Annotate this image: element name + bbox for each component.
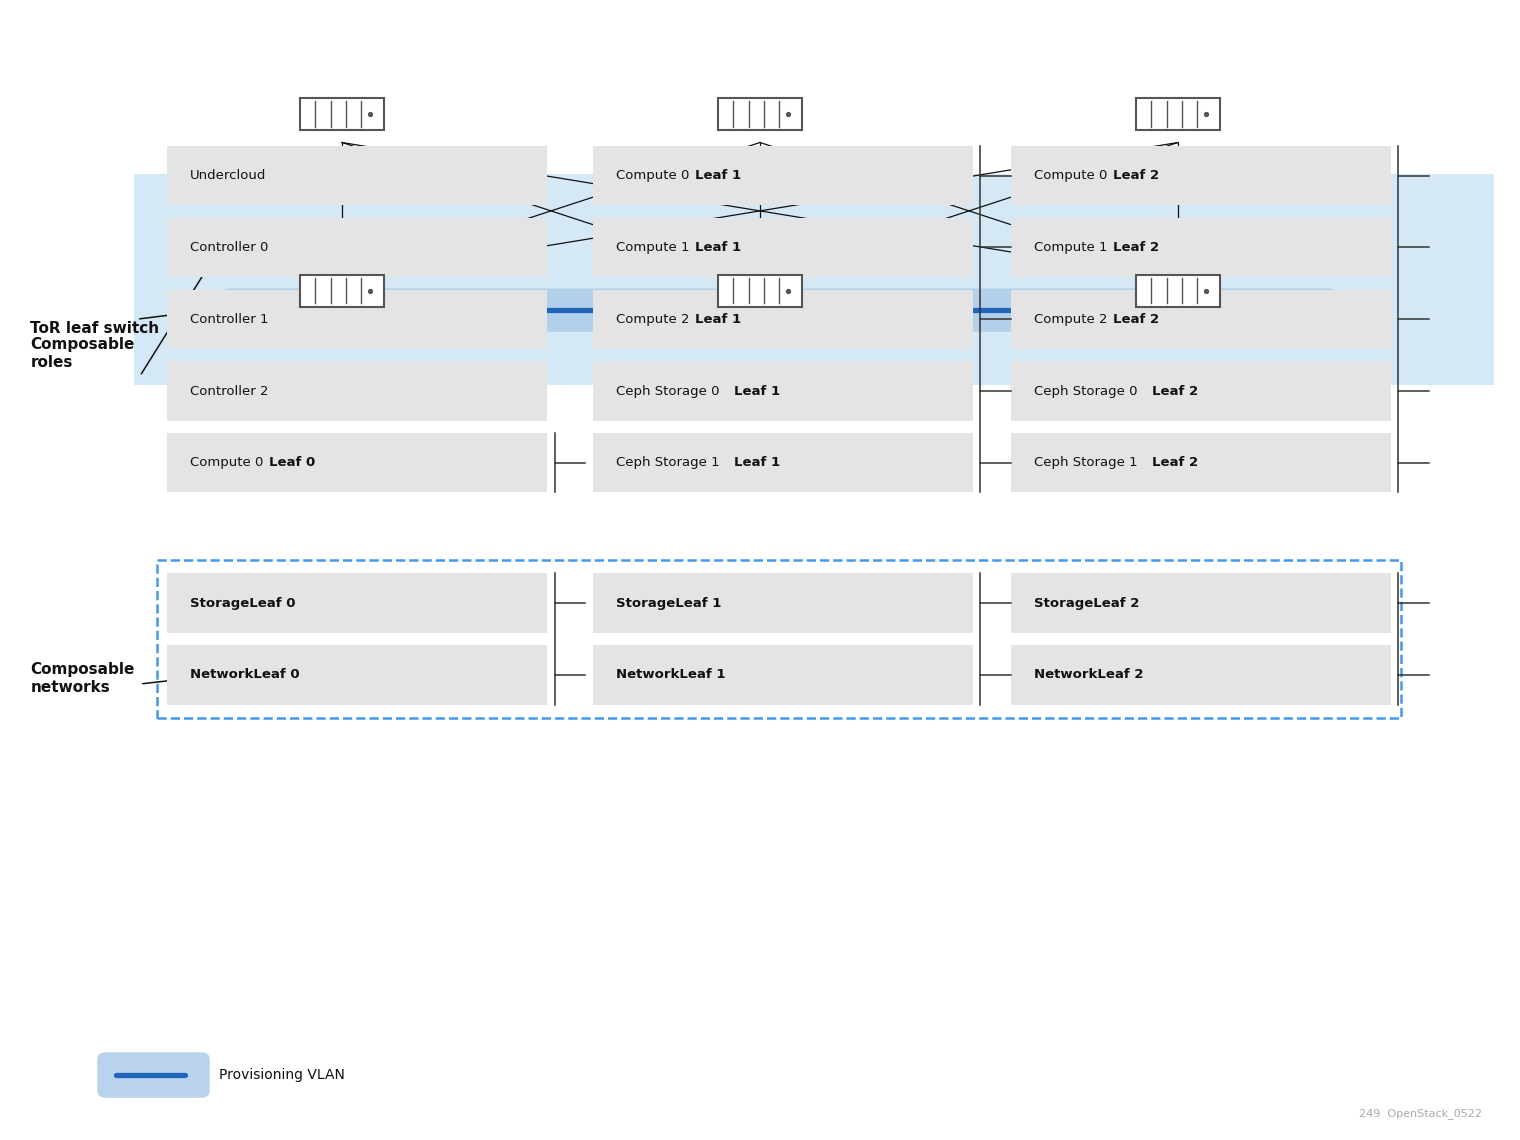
FancyBboxPatch shape	[1011, 645, 1391, 705]
FancyBboxPatch shape	[299, 98, 383, 130]
Text: NetworkLeaf 1: NetworkLeaf 1	[616, 668, 725, 682]
FancyBboxPatch shape	[167, 433, 547, 492]
FancyBboxPatch shape	[1011, 146, 1391, 205]
FancyBboxPatch shape	[593, 433, 973, 492]
FancyBboxPatch shape	[299, 275, 383, 307]
Text: Leaf 1: Leaf 1	[695, 169, 740, 182]
Text: Controller 2: Controller 2	[190, 384, 269, 398]
Text: Compute 2: Compute 2	[1034, 312, 1111, 326]
Text: Leaf 2: Leaf 2	[1152, 456, 1198, 470]
FancyBboxPatch shape	[1137, 275, 1221, 307]
Text: Ceph Storage 1: Ceph Storage 1	[1034, 456, 1142, 470]
Text: Leaf 0: Leaf 0	[313, 325, 371, 343]
FancyBboxPatch shape	[717, 275, 803, 307]
Text: Provisioning VLAN: Provisioning VLAN	[219, 1068, 345, 1082]
Text: Spine switch: Spine switch	[1134, 146, 1222, 160]
FancyBboxPatch shape	[1011, 218, 1391, 277]
Text: StorageLeaf 1: StorageLeaf 1	[616, 596, 720, 610]
Text: Compute 2: Compute 2	[616, 312, 693, 326]
FancyBboxPatch shape	[167, 645, 547, 705]
FancyBboxPatch shape	[593, 146, 973, 205]
Text: Undercloud: Undercloud	[190, 169, 266, 182]
FancyBboxPatch shape	[1011, 361, 1391, 421]
Text: Ceph Storage 1: Ceph Storage 1	[616, 456, 724, 470]
Text: Controller 0: Controller 0	[190, 241, 269, 254]
FancyBboxPatch shape	[134, 174, 1494, 385]
Text: Composable
networks: Composable networks	[30, 662, 135, 694]
Text: Leaf 0: Leaf 0	[269, 456, 316, 470]
Text: Leaf 1: Leaf 1	[734, 384, 780, 398]
FancyBboxPatch shape	[222, 288, 1336, 332]
Text: Spine switch: Spine switch	[298, 146, 386, 160]
FancyBboxPatch shape	[1011, 433, 1391, 492]
FancyBboxPatch shape	[167, 573, 547, 633]
Text: Compute 0: Compute 0	[1034, 169, 1111, 182]
FancyBboxPatch shape	[593, 361, 973, 421]
Text: Leaf 1: Leaf 1	[695, 241, 740, 254]
FancyBboxPatch shape	[167, 290, 547, 349]
Text: Ceph Storage 0: Ceph Storage 0	[616, 384, 724, 398]
FancyBboxPatch shape	[97, 1052, 210, 1098]
Text: Leaf 1: Leaf 1	[731, 325, 789, 343]
FancyBboxPatch shape	[593, 573, 973, 633]
Text: Spine switch: Spine switch	[716, 146, 804, 160]
Text: Compute 1: Compute 1	[616, 241, 693, 254]
Text: Leaf 1: Leaf 1	[734, 456, 780, 470]
Text: Leaf 2: Leaf 2	[1152, 384, 1198, 398]
Text: Composable
roles: Composable roles	[30, 337, 135, 369]
Text: Compute 0: Compute 0	[616, 169, 693, 182]
FancyBboxPatch shape	[593, 290, 973, 349]
Text: NetworkLeaf 2: NetworkLeaf 2	[1034, 668, 1143, 682]
Text: Ceph Storage 0: Ceph Storage 0	[1034, 384, 1142, 398]
FancyBboxPatch shape	[593, 645, 973, 705]
FancyBboxPatch shape	[593, 218, 973, 277]
Text: 249  OpenStack_0522: 249 OpenStack_0522	[1359, 1108, 1482, 1119]
Text: Compute 1: Compute 1	[1034, 241, 1111, 254]
FancyBboxPatch shape	[1137, 98, 1221, 130]
Text: Leaf 1: Leaf 1	[695, 312, 740, 326]
Text: StorageLeaf 0: StorageLeaf 0	[190, 596, 295, 610]
Text: ToR leaf switch: ToR leaf switch	[30, 320, 160, 336]
Text: NetworkLeaf 0: NetworkLeaf 0	[190, 668, 299, 682]
FancyBboxPatch shape	[167, 146, 547, 205]
Text: StorageLeaf 2: StorageLeaf 2	[1034, 596, 1138, 610]
Text: Leaf 2: Leaf 2	[1113, 312, 1158, 326]
FancyBboxPatch shape	[717, 98, 803, 130]
FancyBboxPatch shape	[167, 361, 547, 421]
Text: Compute 0: Compute 0	[190, 456, 268, 470]
Text: Controller 1: Controller 1	[190, 312, 269, 326]
Text: Leaf 2: Leaf 2	[1149, 325, 1207, 343]
FancyBboxPatch shape	[1011, 573, 1391, 633]
FancyBboxPatch shape	[167, 218, 547, 277]
FancyBboxPatch shape	[1011, 290, 1391, 349]
Text: Leaf 2: Leaf 2	[1113, 241, 1158, 254]
Text: Leaf 2: Leaf 2	[1113, 169, 1158, 182]
